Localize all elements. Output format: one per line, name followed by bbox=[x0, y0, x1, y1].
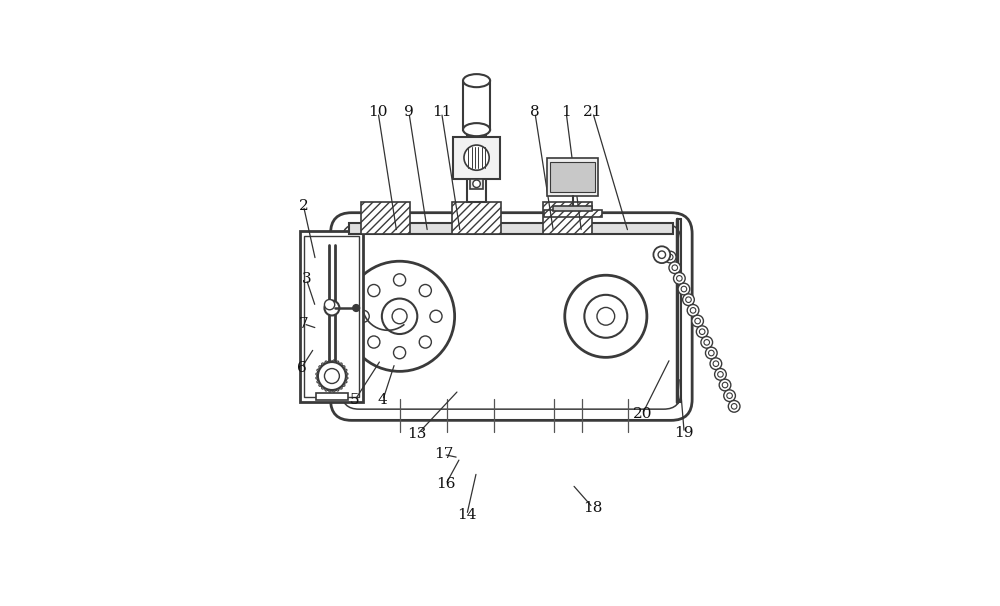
Text: 5: 5 bbox=[350, 393, 360, 407]
Text: 14: 14 bbox=[457, 508, 477, 522]
Text: 18: 18 bbox=[583, 501, 602, 514]
Circle shape bbox=[394, 347, 406, 359]
Circle shape bbox=[705, 347, 717, 359]
Text: 7: 7 bbox=[299, 317, 308, 331]
Circle shape bbox=[597, 307, 615, 325]
Circle shape bbox=[699, 329, 705, 335]
Ellipse shape bbox=[463, 74, 490, 87]
Bar bbox=[452, 202, 501, 234]
Circle shape bbox=[473, 180, 480, 187]
Bar bbox=[467, 130, 486, 202]
Circle shape bbox=[658, 251, 666, 258]
Bar bbox=[453, 136, 500, 179]
Bar bbox=[463, 81, 490, 130]
Circle shape bbox=[687, 305, 699, 316]
Circle shape bbox=[718, 371, 723, 377]
Circle shape bbox=[715, 368, 726, 380]
Circle shape bbox=[368, 284, 380, 296]
Text: 19: 19 bbox=[674, 426, 694, 440]
Text: 16: 16 bbox=[436, 478, 456, 491]
Text: 20: 20 bbox=[632, 407, 652, 421]
Bar bbox=[304, 236, 359, 398]
Bar bbox=[361, 202, 410, 234]
Circle shape bbox=[345, 261, 455, 371]
Circle shape bbox=[709, 350, 714, 356]
Circle shape bbox=[674, 273, 685, 284]
Text: 17: 17 bbox=[434, 447, 453, 461]
Circle shape bbox=[324, 301, 339, 316]
Circle shape bbox=[392, 309, 407, 324]
Bar bbox=[543, 202, 592, 234]
Text: 4: 4 bbox=[378, 393, 388, 407]
Circle shape bbox=[664, 251, 676, 263]
Circle shape bbox=[382, 299, 417, 334]
Text: 2: 2 bbox=[299, 199, 308, 213]
Circle shape bbox=[701, 336, 713, 348]
Text: 21: 21 bbox=[583, 105, 603, 119]
Circle shape bbox=[695, 318, 700, 324]
Text: 6: 6 bbox=[297, 361, 306, 375]
Circle shape bbox=[710, 358, 722, 370]
Circle shape bbox=[713, 361, 719, 367]
Circle shape bbox=[430, 310, 442, 322]
Text: 11: 11 bbox=[432, 105, 451, 119]
Circle shape bbox=[653, 246, 670, 263]
Bar bbox=[547, 158, 598, 196]
Circle shape bbox=[368, 336, 380, 348]
Circle shape bbox=[667, 255, 673, 260]
Ellipse shape bbox=[463, 123, 490, 136]
Circle shape bbox=[686, 297, 691, 302]
Text: 13: 13 bbox=[408, 427, 427, 441]
Circle shape bbox=[690, 308, 696, 313]
Circle shape bbox=[394, 274, 406, 286]
Circle shape bbox=[722, 382, 728, 388]
Circle shape bbox=[678, 283, 690, 295]
Circle shape bbox=[683, 294, 694, 305]
Circle shape bbox=[324, 299, 335, 310]
Circle shape bbox=[727, 393, 732, 399]
Circle shape bbox=[353, 305, 359, 311]
FancyBboxPatch shape bbox=[331, 213, 692, 421]
Circle shape bbox=[464, 145, 489, 170]
Circle shape bbox=[565, 275, 647, 358]
Bar bbox=[300, 231, 363, 402]
Circle shape bbox=[324, 368, 339, 384]
Circle shape bbox=[677, 276, 682, 281]
Circle shape bbox=[728, 401, 740, 412]
Circle shape bbox=[724, 390, 735, 402]
Circle shape bbox=[731, 404, 737, 409]
Text: 10: 10 bbox=[368, 105, 388, 119]
Text: 8: 8 bbox=[530, 105, 540, 119]
Bar bbox=[553, 205, 592, 211]
Circle shape bbox=[719, 379, 731, 391]
Circle shape bbox=[419, 284, 431, 296]
Circle shape bbox=[318, 362, 346, 390]
Bar bbox=[544, 210, 602, 217]
Bar bbox=[470, 179, 483, 189]
Circle shape bbox=[704, 339, 710, 345]
Circle shape bbox=[669, 262, 681, 273]
Circle shape bbox=[681, 286, 687, 292]
Bar bbox=[316, 393, 348, 401]
Bar bbox=[550, 162, 595, 191]
Circle shape bbox=[584, 295, 627, 338]
Text: 9: 9 bbox=[404, 105, 414, 119]
Circle shape bbox=[672, 265, 678, 270]
Circle shape bbox=[692, 315, 703, 327]
Bar bbox=[349, 224, 673, 234]
Circle shape bbox=[419, 336, 431, 348]
Circle shape bbox=[696, 326, 708, 338]
Text: 3: 3 bbox=[301, 272, 311, 286]
Circle shape bbox=[357, 310, 369, 322]
Text: 1: 1 bbox=[561, 105, 571, 119]
